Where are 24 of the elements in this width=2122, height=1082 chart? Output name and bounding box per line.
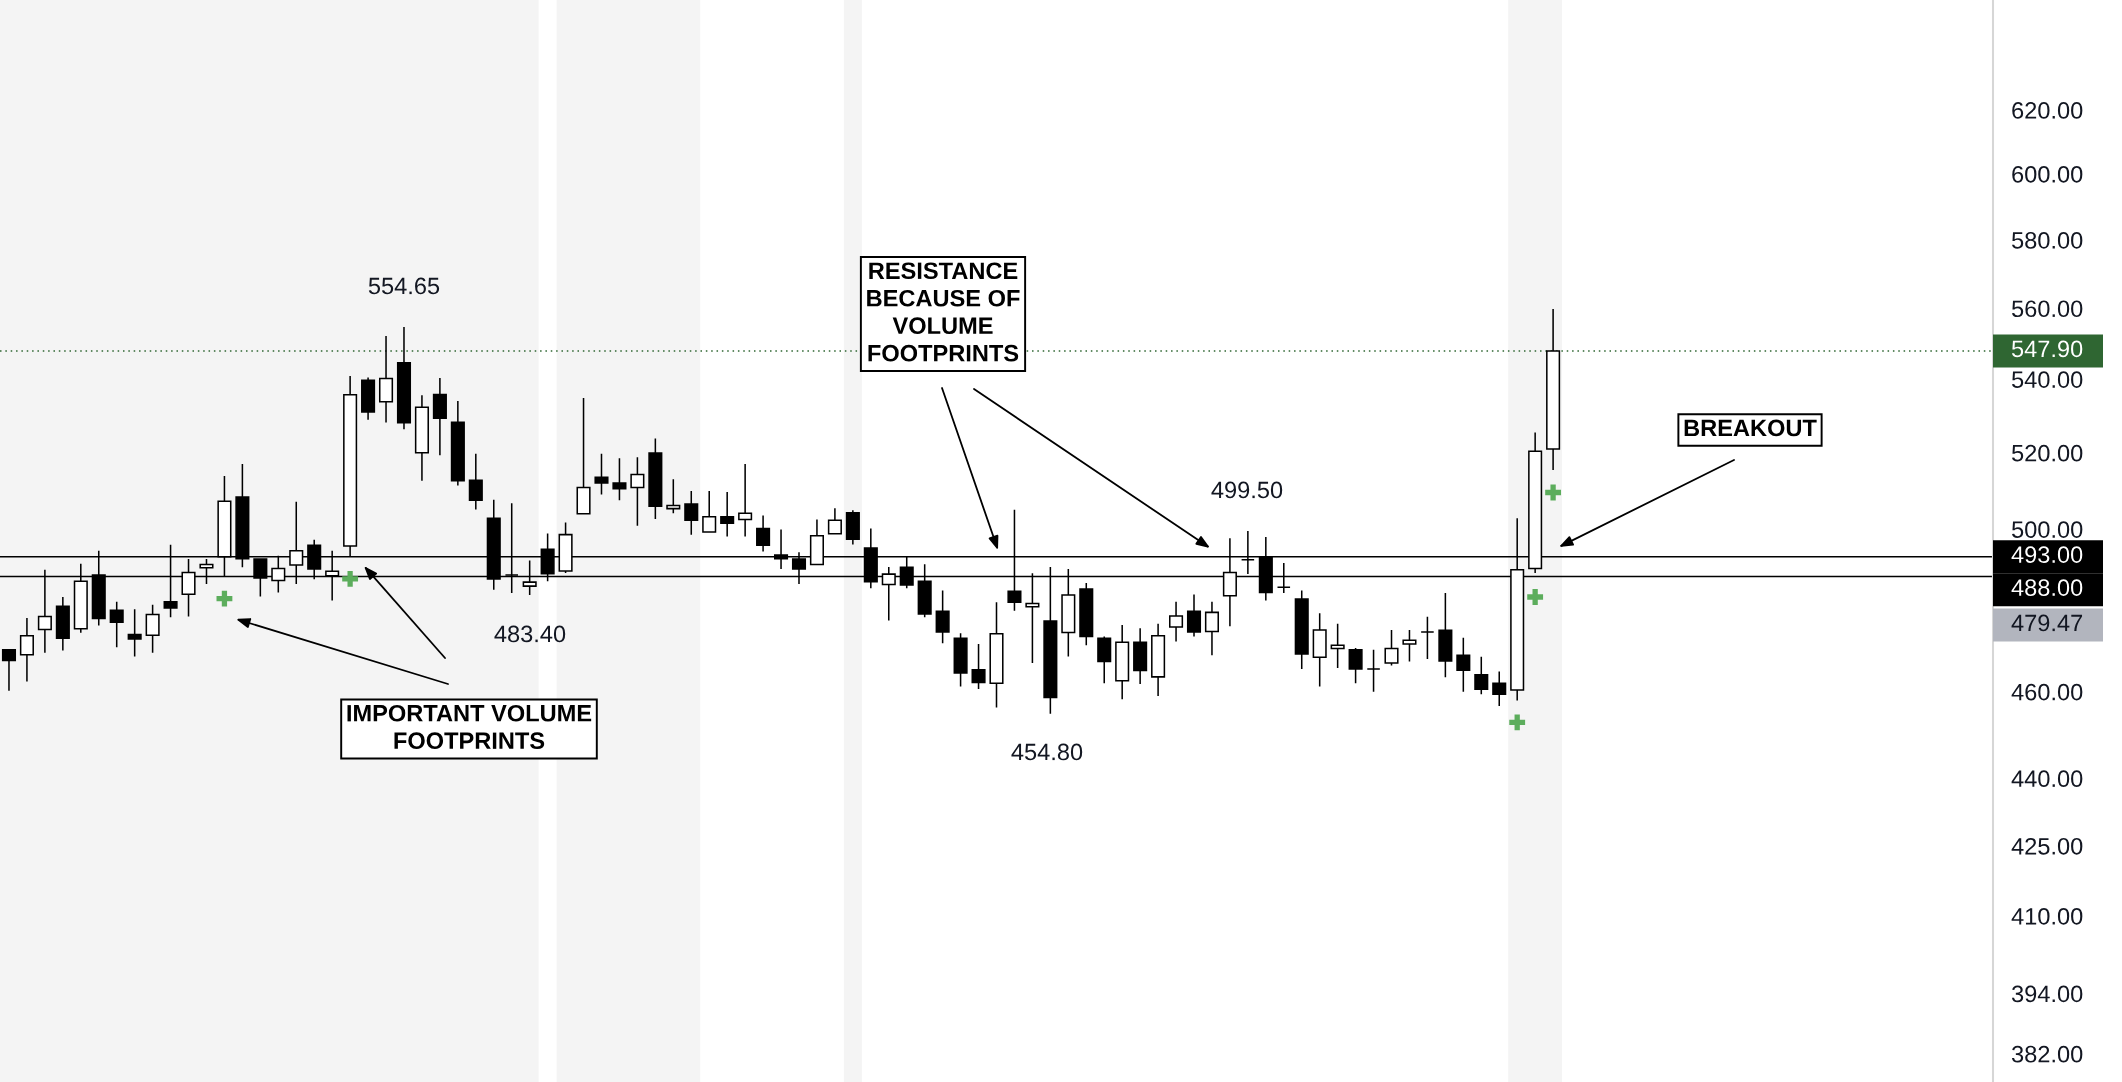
y-tick-label: 520.00 bbox=[2012, 444, 2083, 462]
annotation: 454.80 bbox=[1011, 743, 1083, 761]
ref-line-label: 488.00 bbox=[2011, 579, 2083, 596]
text: 479.47 bbox=[2011, 614, 2083, 632]
y-tick-label: 540.00 bbox=[2012, 371, 2083, 388]
annotation: RESISTANCE BECAUSE OF VOLUME FOOTPRINTS bbox=[867, 262, 1020, 362]
y-tick-label: 382.00 bbox=[2011, 1045, 2083, 1063]
y-tick-label: 410.00 bbox=[2011, 907, 2083, 925]
annotation: 483.40 bbox=[494, 625, 566, 643]
y-tick-label: 460.00 bbox=[2011, 683, 2083, 701]
annotation: IMPORTANT VOLUME FOOTPRINTS bbox=[347, 704, 592, 750]
annotation: 499.50 bbox=[1211, 481, 1283, 499]
y-tick-label: 560.00 bbox=[2012, 300, 2083, 318]
y-tick-label: 600.00 bbox=[2012, 165, 2083, 183]
ref-line-label: 547.90 bbox=[2011, 340, 2083, 358]
y-tick-label: 580.00 bbox=[2012, 232, 2083, 249]
y-tick-label: 620.00 bbox=[2012, 102, 2083, 119]
annotation: 554.65 bbox=[368, 277, 440, 295]
y-tick-label: 394.00 bbox=[2011, 985, 2083, 1003]
annotation: BREAKOUT bbox=[1684, 419, 1817, 437]
ref-line-label: 493.00 bbox=[2011, 546, 2083, 563]
y-tick-label: 440.00 bbox=[2011, 770, 2083, 788]
y-tick-label: 500.00 bbox=[2012, 521, 2083, 538]
y-tick-label: 425.00 bbox=[2011, 837, 2083, 855]
